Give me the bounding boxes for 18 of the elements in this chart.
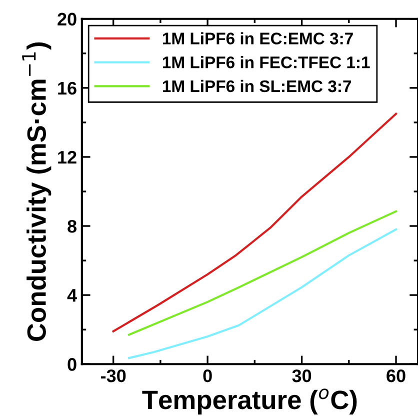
line-series (128, 210, 398, 336)
y-tick-label: 12 (58, 150, 76, 164)
x-tick-label: 0 (203, 369, 212, 382)
y-tick-label: 20 (58, 12, 76, 26)
legend-label: 1M LiPF6 in SL:EMC 3:7 (162, 80, 352, 92)
y-axis-title: Conductivity (mS·cm$^{−1}$) (22, 42, 52, 341)
y-tick-label: 0 (68, 358, 76, 371)
line-series (128, 228, 398, 360)
legend-label: 1M LiPF6 in FEC:TFEC 1:1 (162, 56, 370, 68)
x-tick-label: 60 (386, 369, 406, 382)
y-tick-label: 8 (68, 220, 77, 233)
x-tick-label: 30 (292, 369, 312, 382)
legend-label: 1M LiPF6 in EC:EMC 3:7 (162, 32, 353, 44)
x-axis-title: Temperature ($^{o}$C) (142, 388, 357, 415)
y-tick-label: 4 (67, 289, 77, 302)
line-series (112, 112, 398, 332)
y-tick-label: 16 (58, 82, 76, 95)
x-tick-label: -30 (100, 369, 126, 382)
